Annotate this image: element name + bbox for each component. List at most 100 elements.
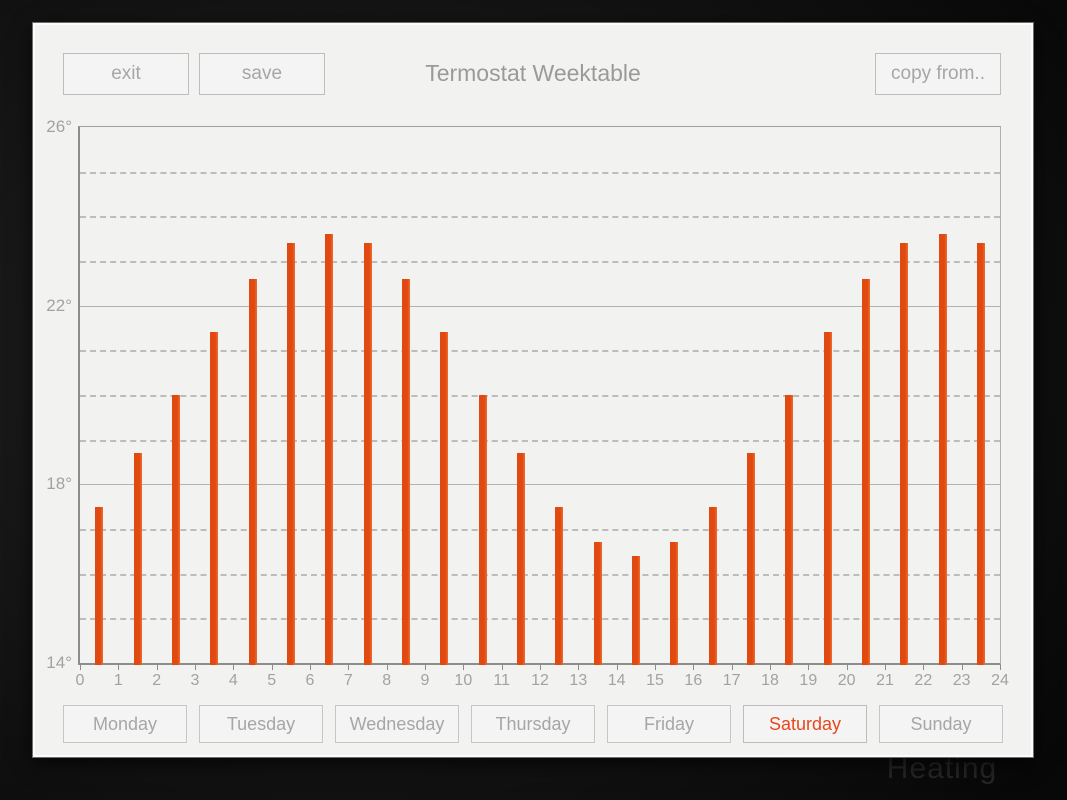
x-tick-3 (195, 665, 196, 670)
gridline-18deg (80, 484, 1000, 486)
hour-bar-6[interactable] (325, 234, 334, 665)
hour-bar-7[interactable] (363, 243, 372, 665)
hour-bar-22[interactable] (938, 234, 947, 665)
hour-bar-18[interactable] (785, 395, 794, 665)
hour-bar-14[interactable] (631, 555, 640, 665)
gridline-19deg (80, 439, 1000, 442)
day-button-tuesday[interactable]: Tuesday (199, 705, 323, 743)
x-tick-16 (693, 665, 695, 670)
copy-from-button[interactable]: copy from.. (875, 53, 1001, 95)
hour-bar-13[interactable] (593, 542, 602, 665)
gridline-16deg (80, 573, 1000, 576)
hour-bar-5[interactable] (286, 243, 295, 665)
hour-bar-12[interactable] (555, 506, 564, 665)
gridline-15deg (80, 618, 1000, 621)
day-button-friday[interactable]: Friday (607, 705, 731, 743)
hour-bar-3[interactable] (210, 332, 219, 665)
x-tick-4 (233, 665, 235, 670)
thermostat-weektable-window: exit save Termostat Weektable copy from.… (33, 23, 1033, 757)
x-tick-label-19: 19 (799, 672, 818, 689)
x-tick-label-11: 11 (493, 672, 510, 689)
hour-bar-19[interactable] (823, 332, 832, 665)
x-tick-5 (271, 665, 273, 670)
hour-bar-10[interactable] (478, 395, 487, 665)
x-tick-label-10: 10 (454, 672, 473, 689)
x-tick-label-7: 7 (343, 672, 353, 689)
x-tick-6 (310, 665, 311, 670)
x-tick-22 (923, 665, 925, 670)
x-tick-label-18: 18 (761, 672, 779, 689)
hour-bar-21[interactable] (900, 243, 909, 665)
x-tick-14 (616, 665, 618, 670)
exit-button[interactable]: exit (63, 53, 189, 95)
gridline-21deg (80, 350, 1000, 353)
y-tick-label-22: 22° (46, 295, 72, 315)
save-button[interactable]: save (199, 53, 325, 95)
hour-bar-23[interactable] (976, 243, 985, 665)
x-tick-label-8: 8 (382, 672, 392, 689)
gridline-17deg (80, 529, 1000, 531)
y-tick-label-26: 26° (46, 117, 72, 136)
x-tick-label-24: 24 (991, 672, 1009, 689)
hour-bar-11[interactable] (516, 453, 525, 665)
gridline-20deg (80, 395, 1000, 397)
x-tick-19 (808, 665, 810, 670)
hour-bar-16[interactable] (708, 506, 717, 665)
x-tick-13 (578, 665, 580, 670)
hour-bar-8[interactable] (401, 278, 410, 665)
hour-bar-20[interactable] (861, 278, 870, 665)
x-tick-label-20: 20 (837, 672, 856, 689)
x-tick-label-3: 3 (190, 672, 200, 689)
x-tick-23 (961, 665, 963, 670)
page-title: Termostat Weektable (425, 60, 641, 86)
x-tick-0 (80, 665, 81, 670)
day-button-wednesday[interactable]: Wednesday (335, 705, 459, 743)
x-tick-label-16: 16 (684, 672, 703, 689)
week-schedule-chart: 0 1 2 3 4 5 6 7 8 9 10 11 12 13 14 15 16 17 18 19 20 21 22 23 24… (46, 117, 1009, 689)
day-button-thursday[interactable]: Thursday (471, 705, 595, 743)
x-tick-label-0: 0 (75, 672, 85, 689)
x-tick-17 (731, 665, 733, 670)
x-tick-1 (118, 665, 120, 670)
x-tick-11 (501, 665, 503, 670)
day-button-sunday[interactable]: Sunday (879, 705, 1003, 743)
x-tick-label-22: 22 (914, 672, 933, 689)
hour-bar-0[interactable] (95, 506, 104, 665)
x-tick-label-6: 6 (305, 672, 315, 689)
x-tick-label-5: 5 (267, 672, 277, 689)
day-selector: Monday Tuesday Wednesday Thursday Friday Satu… (63, 705, 1003, 743)
x-tick-20 (846, 665, 848, 670)
x-tick-21 (885, 665, 886, 670)
x-tick-label-2: 2 (152, 672, 162, 689)
gridline-22deg (80, 305, 1000, 307)
watermark-text: Heating (886, 752, 998, 785)
x-tick-9 (425, 665, 426, 670)
y-tick-label-14: 14° (46, 653, 72, 672)
x-tick-label-1: 1 (113, 672, 123, 689)
gridline-25deg (80, 171, 1000, 174)
hour-bar-17[interactable] (746, 453, 755, 665)
gridline-24deg (80, 216, 1000, 219)
hour-bar-9[interactable] (440, 332, 449, 665)
gridline-23deg (80, 261, 1000, 263)
hour-bar-4[interactable] (248, 278, 257, 665)
day-button-saturday[interactable]: Saturday (743, 705, 867, 743)
x-tick-label-21: 21 (876, 672, 894, 689)
x-tick-label-4: 4 (228, 672, 238, 689)
x-tick-label-9: 9 (420, 672, 430, 689)
x-tick-label-23: 23 (952, 672, 971, 689)
day-button-monday[interactable]: Monday (63, 705, 187, 743)
x-tick-2 (156, 665, 158, 670)
x-tick-7 (348, 665, 350, 670)
hour-bar-15[interactable] (670, 542, 679, 665)
x-tick-8 (386, 665, 388, 670)
x-tick-18 (770, 665, 771, 670)
hour-bar-2[interactable] (171, 395, 180, 665)
x-tick-label-14: 14 (607, 672, 626, 689)
x-tick-label-13: 13 (569, 672, 588, 689)
y-tick-label-18: 18° (46, 474, 72, 494)
x-tick-label-17: 17 (722, 672, 741, 689)
x-tick-15 (655, 665, 656, 670)
hour-bar-1[interactable] (133, 453, 142, 665)
